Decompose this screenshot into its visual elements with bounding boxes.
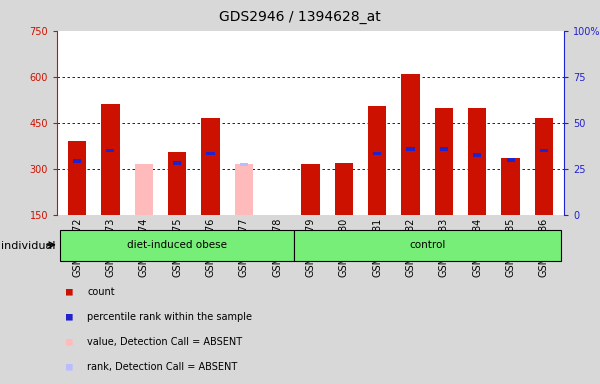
Bar: [294, 230, 560, 261]
Text: individual: individual: [1, 241, 56, 251]
Bar: [506, 158, 515, 162]
Bar: [239, 162, 248, 166]
Bar: [401, 74, 420, 215]
Bar: [168, 152, 186, 215]
Bar: [235, 164, 253, 215]
Bar: [502, 158, 520, 215]
Text: ■: ■: [66, 362, 73, 372]
Bar: [201, 118, 220, 215]
Text: count: count: [87, 287, 115, 297]
Bar: [335, 163, 353, 215]
Bar: [68, 141, 86, 215]
Bar: [173, 161, 181, 165]
Text: ■: ■: [66, 337, 73, 347]
Text: control: control: [409, 240, 445, 250]
Text: ■: ■: [66, 287, 73, 297]
Bar: [61, 230, 294, 261]
Bar: [535, 118, 553, 215]
Bar: [106, 149, 115, 152]
Bar: [134, 164, 153, 215]
Bar: [440, 147, 448, 151]
Bar: [101, 104, 119, 215]
Bar: [468, 108, 487, 215]
Bar: [368, 106, 386, 215]
Bar: [301, 164, 320, 215]
Text: diet-induced obese: diet-induced obese: [127, 240, 227, 250]
Text: ■: ■: [66, 312, 73, 322]
Bar: [373, 152, 382, 156]
Text: value, Detection Call = ABSENT: value, Detection Call = ABSENT: [87, 337, 242, 347]
Bar: [73, 159, 81, 163]
Bar: [406, 147, 415, 151]
Bar: [473, 153, 481, 157]
Bar: [206, 152, 215, 156]
Text: rank, Detection Call = ABSENT: rank, Detection Call = ABSENT: [87, 362, 237, 372]
Bar: [540, 149, 548, 152]
Bar: [435, 108, 453, 215]
Text: GDS2946 / 1394628_at: GDS2946 / 1394628_at: [219, 10, 381, 23]
Text: percentile rank within the sample: percentile rank within the sample: [87, 312, 252, 322]
